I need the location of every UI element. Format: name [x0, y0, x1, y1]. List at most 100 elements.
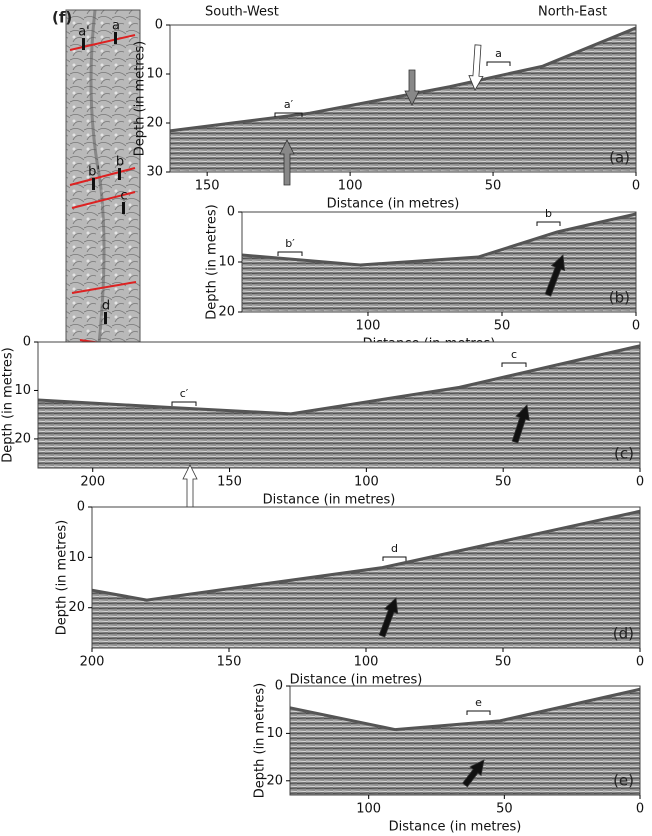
y-tick-label: 20 [146, 116, 163, 131]
y-tick-label: 10 [68, 550, 85, 565]
x-tick-label: 50 [495, 475, 512, 490]
x-tick-label: 150 [217, 655, 242, 670]
surface [37, 344, 641, 416]
y-tick-label: 20 [218, 305, 235, 320]
map-valley [89, 9, 106, 381]
map-site-marker [104, 312, 107, 324]
bracket [382, 556, 407, 561]
y-tick-label: 0 [275, 679, 283, 694]
arrow [462, 759, 485, 788]
arrow [378, 597, 399, 638]
bracket [277, 251, 303, 256]
map-site-label: a' [78, 25, 90, 40]
y-tick-label: 10 [14, 383, 31, 398]
header-left: South-West [205, 5, 279, 20]
plot-frame [37, 341, 641, 469]
arrow [468, 44, 484, 91]
annotation: b′ [285, 237, 295, 250]
plot-frame [289, 685, 641, 796]
panel-label: (a) [609, 149, 630, 167]
map-site-marker [82, 38, 85, 50]
x-tick-label: 0 [632, 179, 640, 194]
y-tick-label: 10 [218, 255, 235, 270]
annotation: e [475, 696, 482, 709]
x-tick-label: 100 [356, 319, 381, 334]
panel-label: (c) [614, 445, 634, 463]
sky [38, 342, 640, 414]
map-line [69, 167, 136, 186]
y-tick-label: 20 [68, 600, 85, 615]
sky [290, 686, 640, 730]
map-site-label: d [102, 299, 110, 314]
y-tick-label: 0 [77, 500, 85, 515]
y-axis-label: Depth (in metres) [133, 41, 148, 156]
x-tick-label: 150 [217, 475, 242, 490]
sky [92, 507, 640, 601]
x-axis-label: Distance (in metres) [263, 493, 396, 508]
map-site-label: b [116, 155, 124, 170]
x-axis-label: Distance (in metres) [290, 673, 423, 688]
panel-label: (d) [613, 625, 634, 643]
y-axis-label: Depth (in metres) [1, 347, 16, 462]
arrow [182, 464, 198, 509]
bracket [536, 221, 561, 226]
surface [241, 212, 637, 267]
x-axis-label: Distance (in metres) [389, 820, 522, 835]
y-axis-label: Depth (in metres) [55, 520, 70, 635]
arrow [511, 404, 530, 444]
bracket [274, 112, 303, 117]
map-label: (f) [52, 9, 72, 27]
y-tick-label: 0 [23, 335, 31, 350]
annotation: c′ [180, 387, 189, 400]
y-axis-label: Depth (in metres) [205, 204, 220, 319]
x-tick-label: 200 [80, 475, 105, 490]
map-line [71, 191, 136, 209]
map-site-marker [118, 168, 121, 180]
header-right: North-East [538, 5, 607, 20]
y-tick-label: 10 [146, 67, 163, 82]
map-site-label: a [112, 19, 120, 34]
bracket [466, 710, 491, 715]
bracket [486, 61, 511, 66]
y-tick-label: 20 [14, 431, 31, 446]
annotation: c [511, 348, 517, 361]
x-tick-label: 50 [495, 655, 512, 670]
x-tick-label: 0 [632, 319, 640, 334]
panel-label: (e) [613, 772, 634, 790]
map-site-marker [114, 32, 117, 44]
panel-label: (b) [609, 289, 630, 307]
y-tick-label: 0 [155, 18, 163, 33]
y-tick-label: 20 [266, 773, 283, 788]
map-site-marker [122, 202, 125, 214]
plot-frame [169, 24, 637, 173]
arrow [279, 139, 295, 186]
surface [289, 687, 641, 732]
x-tick-label: 200 [80, 655, 105, 670]
x-tick-label: 100 [338, 179, 363, 194]
map-site-label: c [120, 189, 127, 204]
annotation: d [391, 542, 398, 555]
map-panel: (f) a'ab'bcde [52, 9, 141, 381]
arrow [544, 254, 566, 297]
bracket [171, 401, 197, 406]
map-line [69, 34, 136, 51]
x-tick-label: 100 [356, 802, 381, 817]
x-tick-label: 100 [354, 655, 379, 670]
x-tick-label: 150 [195, 179, 220, 194]
annotation: a [495, 47, 502, 60]
x-tick-label: 0 [636, 655, 644, 670]
arrow [404, 69, 420, 106]
annotation: b [545, 207, 552, 220]
annotation: a′ [284, 98, 294, 111]
x-tick-label: 50 [485, 179, 502, 194]
bracket [501, 362, 527, 367]
surface [169, 26, 637, 133]
x-tick-label: 100 [354, 475, 379, 490]
x-tick-label: 50 [496, 802, 513, 817]
map-line [71, 281, 137, 294]
x-tick-label: 50 [494, 319, 511, 334]
sky [170, 25, 636, 131]
y-tick-label: 30 [146, 165, 163, 180]
x-tick-label: 0 [636, 802, 644, 817]
